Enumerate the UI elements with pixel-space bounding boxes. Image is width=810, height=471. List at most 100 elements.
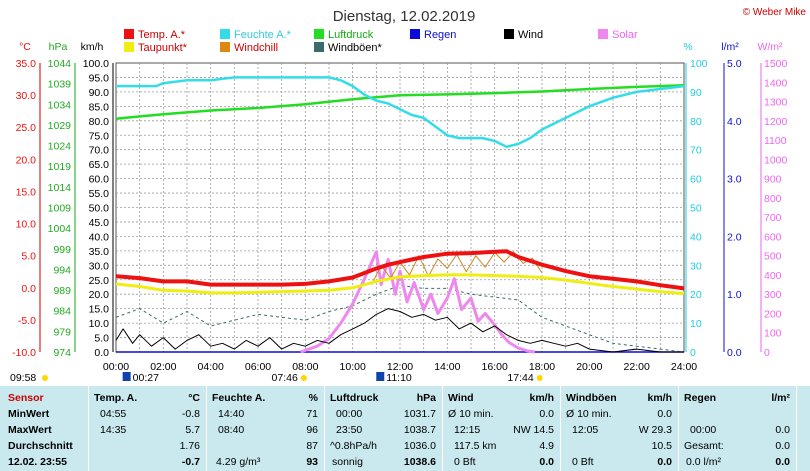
wind-axis-unit: km/h xyxy=(81,41,104,53)
stats-row-avg-label: Durchschnitt xyxy=(8,440,73,452)
humidity-tick-label: 10 xyxy=(690,318,702,330)
stats-header-sensor: Sensor xyxy=(8,392,44,404)
temp-tick-label: 30.0 xyxy=(16,90,37,102)
wind-tick-label: 45.0 xyxy=(89,217,110,229)
wind-tick-label: 15.0 xyxy=(89,304,110,316)
wind-tick-label: 55.0 xyxy=(89,188,110,200)
wind-tick-label: 90.0 xyxy=(89,87,110,99)
stats-now-wind: 0.0 xyxy=(539,456,554,468)
legend-label: Windböen* xyxy=(328,42,383,54)
stats-now-rain-desc: 0.0 l/m² xyxy=(686,456,722,468)
stats-max-temp-time: 14:35 xyxy=(100,424,127,436)
legend-swatch xyxy=(504,29,514,39)
stats-max-gust-time: 12:05 xyxy=(572,424,599,436)
stats-row-max-label: MaxWert xyxy=(8,424,52,436)
chart-title: Dienstag, 12.02.2019 xyxy=(333,8,476,25)
stats-now-temp: -0.7 xyxy=(181,456,200,468)
legend-swatch xyxy=(220,42,230,52)
statistics-table: Sensor Temp. A. °C Feuchte A. % Luftdruc… xyxy=(0,386,810,471)
solar-tick-label: 0 xyxy=(764,347,770,359)
stats-header-temp-unit: °C xyxy=(188,392,200,404)
chart-axes: 35.0 30.0 25.0 20.0 15.0 10.0 5.0 0.0 -5.0 -10.0 1… xyxy=(12,58,787,373)
axis-unit-labels: °C hPa km/h% l/m² W/m² xyxy=(19,41,783,53)
humidity-tick-label: 80 xyxy=(690,116,702,128)
legend-label: Wind xyxy=(518,29,543,41)
stats-min-hum: 71 xyxy=(306,408,318,420)
legend-swatch xyxy=(124,42,134,52)
solar-tick-label: 300 xyxy=(764,289,782,301)
humidity-tick-label: 70 xyxy=(690,145,702,157)
wind-tick-label: 5.0 xyxy=(94,333,109,345)
stats-avg-hum: 87 xyxy=(306,440,318,452)
pressure-tick-label: 1034 xyxy=(48,99,72,111)
pressure-tick-label: 1019 xyxy=(48,161,72,173)
stats-avg-temp: 1.76 xyxy=(179,440,200,452)
stats-min-temp: -0.8 xyxy=(181,408,200,420)
wind-tick-label: 35.0 xyxy=(89,246,110,258)
wind-tick-label: 80.0 xyxy=(89,116,110,128)
rain-tick-label: 5.0 xyxy=(727,58,742,70)
series-temp-a xyxy=(115,249,685,291)
stats-row-min-label: MinWert xyxy=(8,408,50,420)
series-solar xyxy=(300,250,536,354)
legend-swatch xyxy=(598,29,608,39)
pressure-tick-label: 994 xyxy=(53,264,71,276)
stats-header-wind-unit: km/h xyxy=(529,392,554,404)
stats-max-gust: W 29.3 xyxy=(638,424,672,436)
x-tick-label: 14:00 xyxy=(434,361,460,373)
x-tick-label: 04:00 xyxy=(198,361,224,373)
stats-row-now-label: 12.02. 23:55 xyxy=(8,456,67,468)
rain-axis-unit: l/m² xyxy=(721,41,739,53)
rain-tick-label: 4.0 xyxy=(727,116,742,128)
solar-tick-label: 1200 xyxy=(764,116,788,128)
stats-header-rain: Regen xyxy=(684,392,717,404)
stats-avg-rain: 0.0 xyxy=(775,440,790,452)
chart-legend: Temp. A.* Feuchte A.* Luftdruck Regen Wind So… xyxy=(124,29,638,54)
humidity-tick-label: 50 xyxy=(690,203,702,215)
wind-tick-label: 85.0 xyxy=(89,101,110,113)
legend-label: Feuchte A.* xyxy=(234,29,292,41)
legend-label: Windchill xyxy=(234,42,278,54)
solar-axis-unit: W/m² xyxy=(757,41,783,53)
stats-min-gust-desc: Ø 10 min. xyxy=(566,408,612,420)
sunrise-label: 07:46 xyxy=(272,372,298,384)
stats-now-gust-desc: 0 Bft xyxy=(572,456,594,468)
stats-avg-pres: 1036.0 xyxy=(403,440,436,452)
pressure-tick-label: 1044 xyxy=(48,58,72,70)
solar-tick-label: 1000 xyxy=(764,154,788,166)
stats-min-pres-time: 00:00 xyxy=(336,408,363,420)
legend-swatch xyxy=(314,29,324,39)
pressure-tick-label: 999 xyxy=(53,244,71,256)
solar-tick-label: 1100 xyxy=(764,135,787,147)
legend-label: Temp. A.* xyxy=(138,29,186,41)
rain-tick-label: 0.0 xyxy=(727,347,742,359)
stats-max-wind: NW 14.5 xyxy=(513,424,554,436)
humidity-tick-label: 100 xyxy=(690,58,708,70)
pressure-tick-label: 1029 xyxy=(48,120,72,132)
temp-tick-label: 5.0 xyxy=(21,251,36,263)
wind-tick-label: 60.0 xyxy=(89,174,110,186)
pressure-tick-label: 1024 xyxy=(48,141,72,153)
stats-avg-rain-label: Gesamt: xyxy=(684,440,724,452)
solar-tick-label: 900 xyxy=(764,174,782,186)
wind-tick-label: 95.0 xyxy=(89,72,110,84)
wind-tick-label: 70.0 xyxy=(89,145,110,157)
legend-label: Regen xyxy=(424,29,456,41)
solar-tick-label: 500 xyxy=(764,251,782,263)
x-tick-label: 08:00 xyxy=(292,361,318,373)
temp-tick-label: -5.0 xyxy=(18,315,36,327)
stats-header-rain-unit: l/m² xyxy=(771,392,790,404)
stats-max-rain: 0.0 xyxy=(775,424,790,436)
stats-header-hum-unit: % xyxy=(308,392,318,404)
humidity-axis-unit: % xyxy=(683,41,692,53)
stats-header-wind: Wind xyxy=(448,392,474,404)
noon-time: 11:10 xyxy=(386,372,412,384)
stats-min-wind: 0.0 xyxy=(539,408,554,420)
rain-tick-label: 2.0 xyxy=(727,231,742,243)
wind-tick-label: 30.0 xyxy=(89,260,110,272)
humidity-tick-label: 60 xyxy=(690,174,702,186)
stats-max-pres-time: 23:50 xyxy=(336,424,363,436)
x-tick-label: 18:00 xyxy=(529,361,555,373)
stats-min-pres: 1031.7 xyxy=(403,408,436,420)
humidity-tick-label: 30 xyxy=(690,260,702,272)
